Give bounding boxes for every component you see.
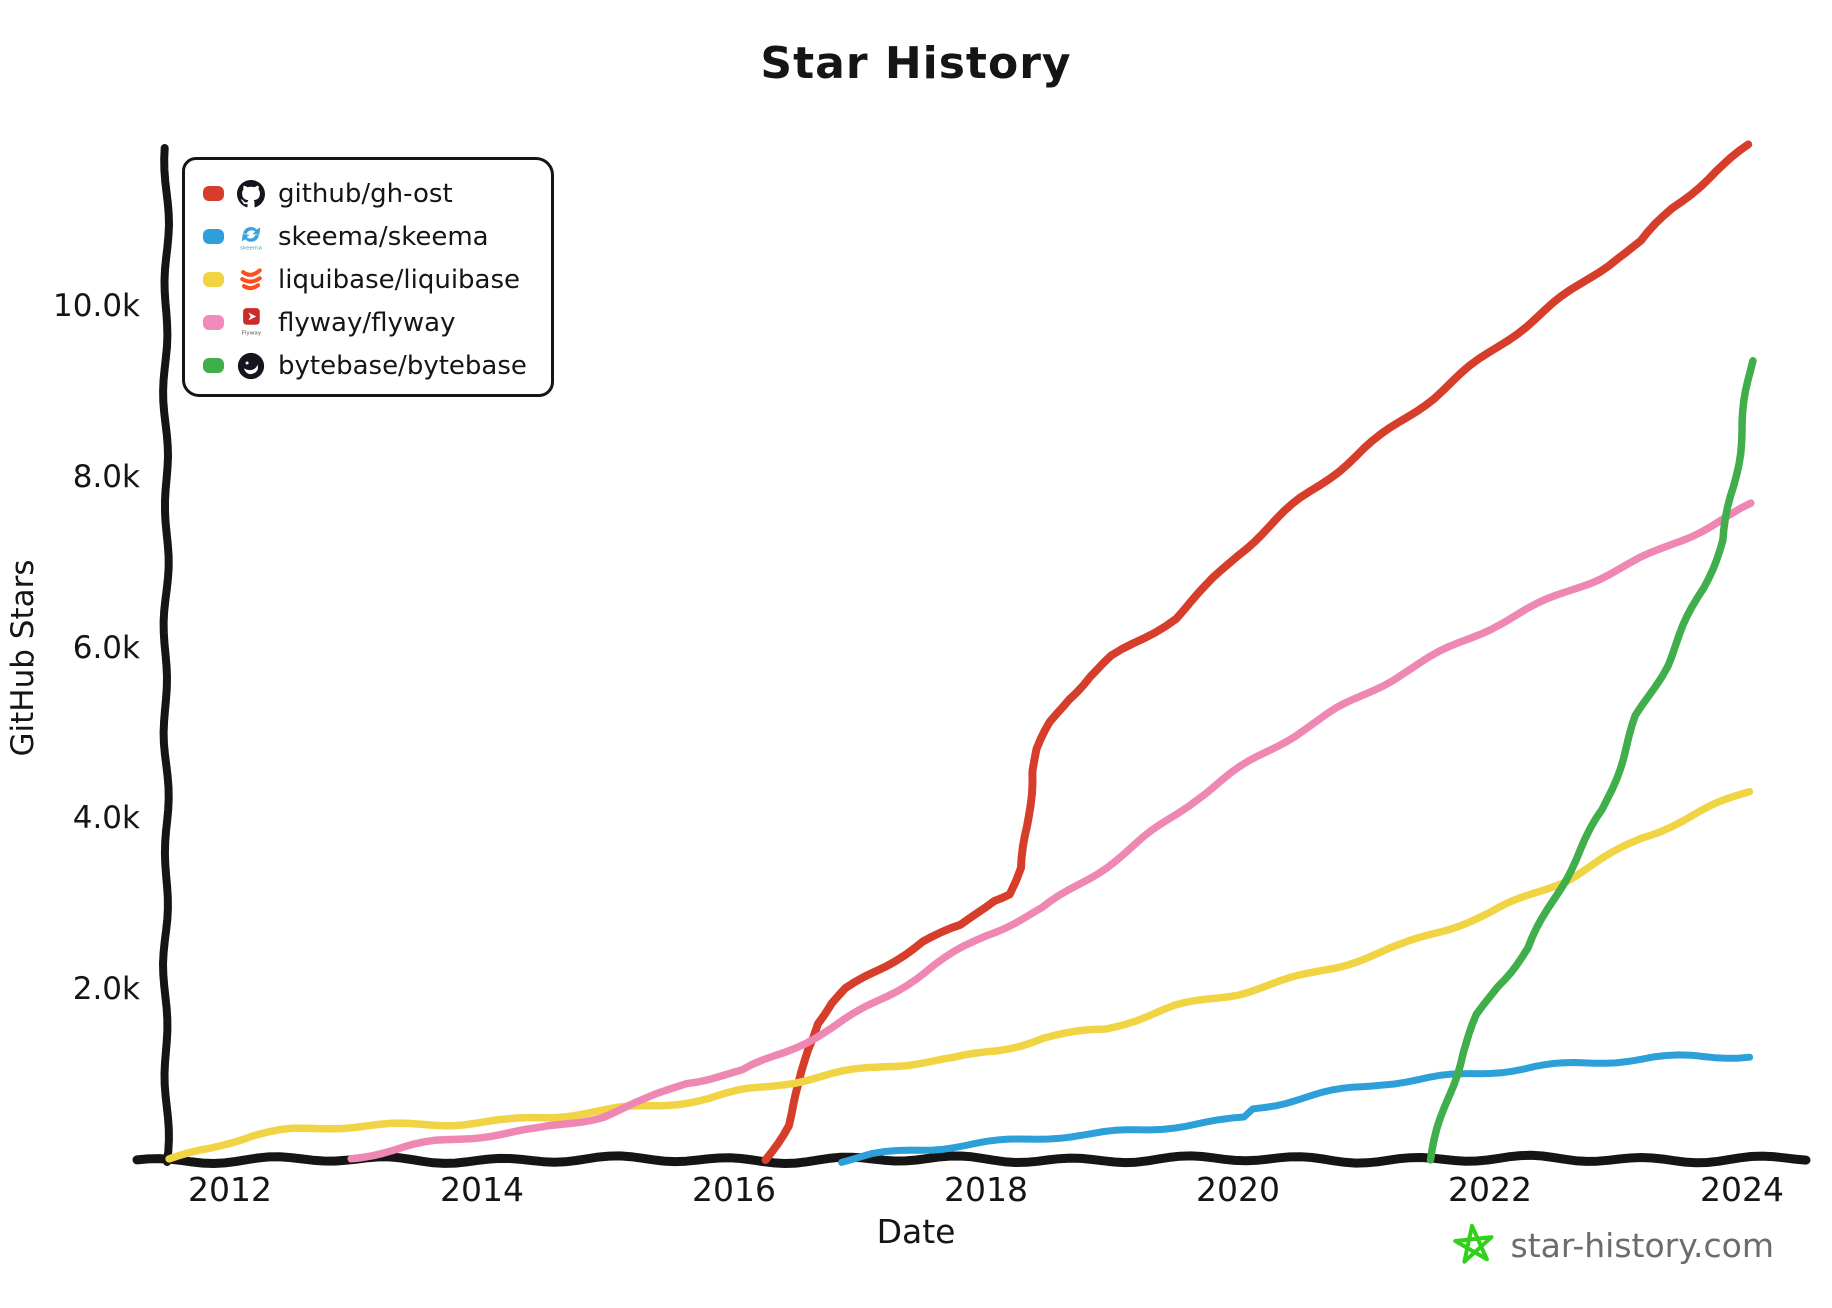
x-tick-label: 2024 [1700,1170,1784,1209]
series-line-skeema-skeema [838,1051,1754,1166]
y-tick-label: 4.0k [72,800,140,837]
x-tick-label: 2018 [944,1170,1028,1209]
svg-text:skeema: skeema [240,245,262,251]
x-axis-title: Date [876,1212,956,1251]
legend-color-swatch [203,229,224,244]
legend-item: Flyway flyway/flyway [203,301,551,344]
legend-color-swatch [203,315,224,330]
x-tick-label: 2016 [692,1170,776,1209]
legend-item-label: github/gh-ost [278,178,453,209]
legend-item-label: flyway/flyway [278,307,456,338]
y-tick-label: 2.0k [72,971,140,1008]
series-line-bytebase-bytebase [1426,357,1757,1164]
x-tick-label: 2022 [1448,1170,1532,1209]
legend-item: skeema skeema/skeema [203,215,551,258]
liquibase-icon [237,263,265,297]
legend-item: github/gh-ost [203,172,551,215]
legend: github/gh-ost skeema skeema/skeema liquibas… [182,157,554,397]
legend-item-label: liquibase/liquibase [278,264,521,295]
y-tick-label: 8.0k [72,458,140,495]
y-tick-label: 10.0k [53,288,140,324]
series-line-github-gh-ost [761,140,1753,1164]
chart-title: Star History [760,38,1072,89]
star-history-logo-icon [1452,1223,1494,1264]
legend-color-swatch [203,272,224,287]
legend-item: bytebase/bytebase [203,344,551,387]
series-line-liquibase-liquibase [165,787,1754,1163]
x-tick-label: 2020 [1196,1170,1280,1209]
legend-item-label: skeema/skeema [278,221,489,252]
x-axis-line [132,1150,1811,1168]
footer-brand: star-history.com [1451,1222,1774,1268]
bytebase-icon [237,349,265,383]
legend-item: liquibase/liquibase [203,258,551,301]
x-tick-label: 2012 [188,1170,272,1209]
footer-site-label: star-history.com [1510,1225,1774,1265]
skeema-icon: skeema [237,220,265,254]
y-tick-label: 6.0k [72,629,140,666]
legend-color-swatch [203,358,224,373]
svg-text:Flyway: Flyway [242,330,262,336]
series-line-flyway-flyway [347,499,1755,1163]
x-tick-label: 2014 [440,1170,524,1209]
flyway-icon: Flyway [237,306,265,340]
y-axis-line [159,144,173,1166]
github-icon [237,177,265,211]
legend-color-swatch [203,186,224,201]
legend-item-label: bytebase/bytebase [278,350,527,381]
